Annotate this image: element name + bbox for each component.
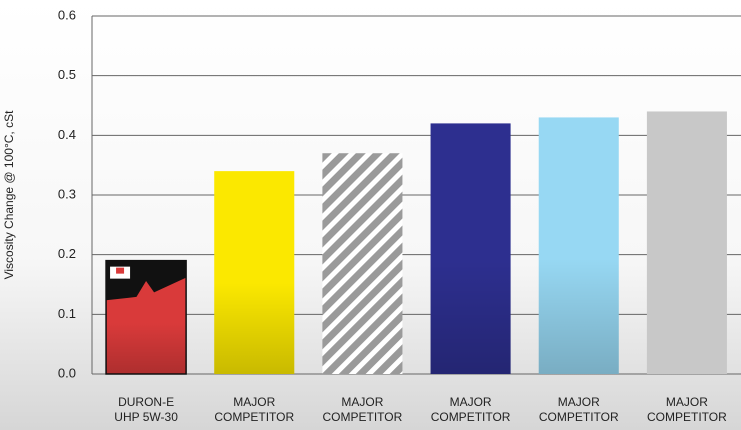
bar-shade [538,117,619,374]
x-tick-label: MAJOR [558,395,600,409]
x-tick-label: COMPETITOR [431,410,511,424]
x-tick-label: MAJOR [341,395,383,409]
x-tick-label: MAJOR [233,395,275,409]
bar-shade [430,123,511,375]
bar-shade [214,171,295,374]
x-tick-label: COMPETITOR [539,410,619,424]
y-tick-label: 0.6 [58,7,76,22]
y-tick-label: 0.2 [58,246,76,261]
x-tick-label: COMPETITOR [323,410,403,424]
y-tick-label: 0.5 [58,67,76,82]
x-tick-label: UHP 5W-30 [114,410,178,424]
x-tick-label: MAJOR [450,395,492,409]
y-tick-label: 0.1 [58,306,76,321]
y-tick-label: 0.3 [58,186,76,201]
bar-shade [106,260,187,374]
y-axis-label: Viscosity Change @ 100°C, cSt [2,110,16,280]
x-tick-label: DURON-E [118,395,174,409]
y-tick-label: 0.0 [58,365,76,380]
x-tick-label: COMPETITOR [647,410,727,424]
x-tick-label: COMPETITOR [214,410,294,424]
bar [322,153,403,374]
y-tick-label: 0.4 [58,127,76,142]
x-tick-label: MAJOR [666,395,708,409]
bar [646,111,727,374]
